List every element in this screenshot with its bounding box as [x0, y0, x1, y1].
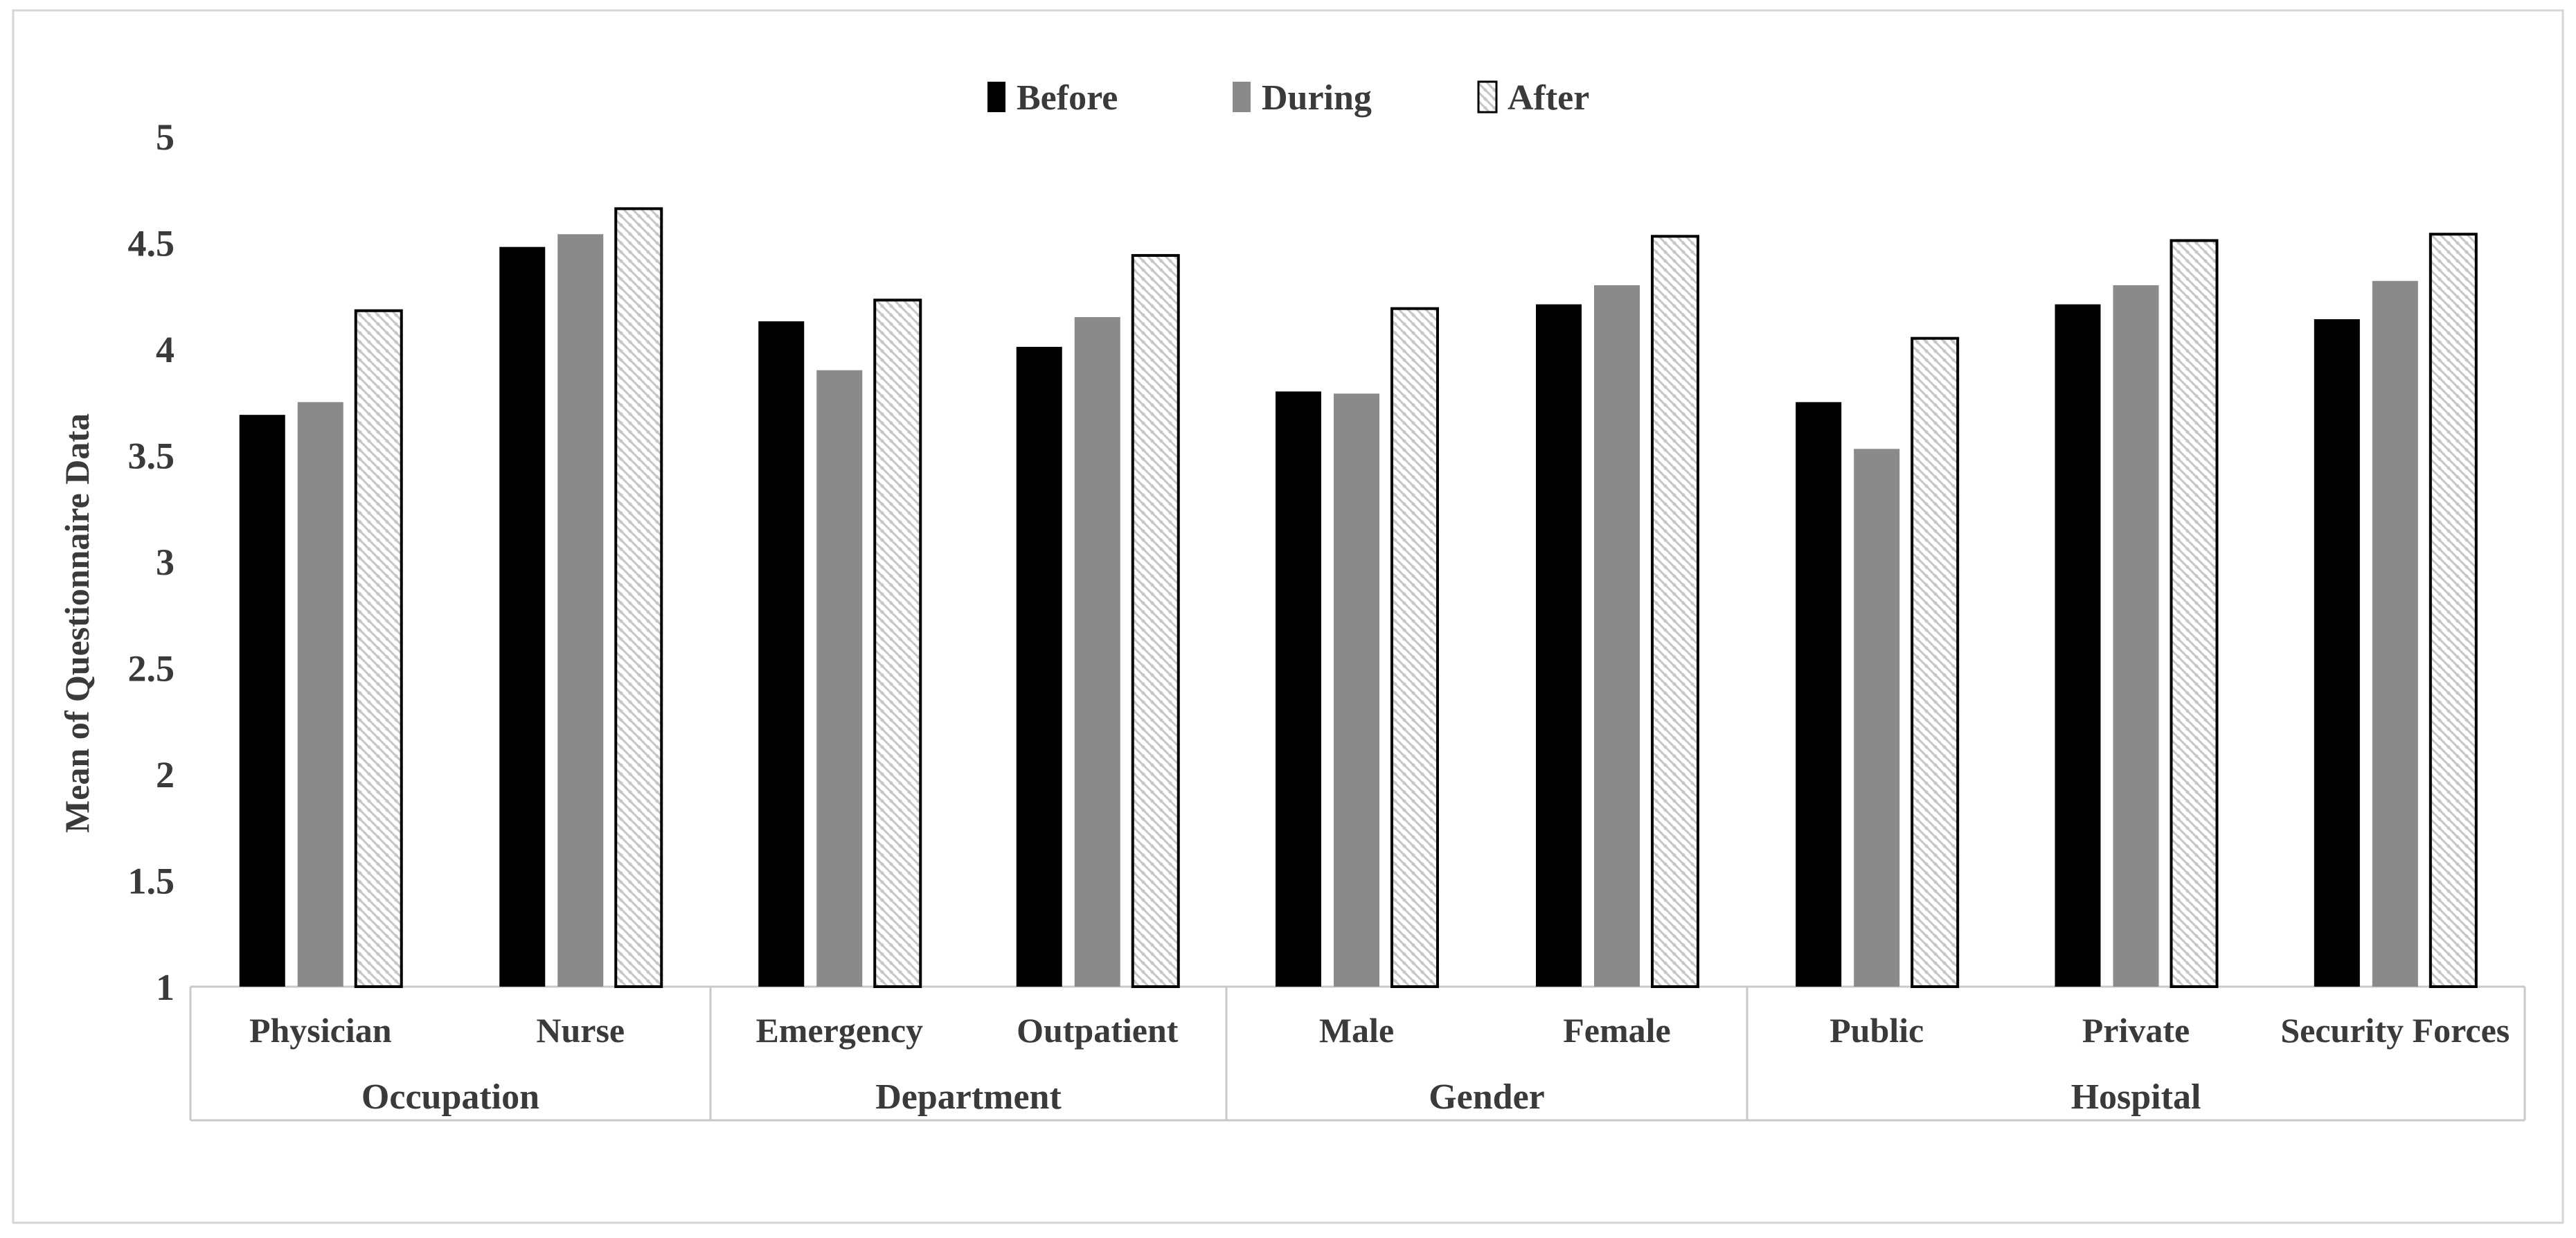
group-label-department: Department	[875, 1077, 1062, 1117]
bar-during-public	[1854, 449, 1900, 987]
category-label-emergency: Emergency	[755, 1011, 923, 1050]
category-label-nurse: Nurse	[536, 1011, 625, 1050]
y-axis-title: Mean of Questionnaire Data	[57, 413, 96, 833]
bar-during-female	[1594, 285, 1640, 987]
bar-during-security-forces	[2372, 280, 2418, 987]
panel-border	[12, 9, 2564, 1224]
bar-during-male	[1334, 393, 1379, 987]
y-tick-label-3: 3	[156, 541, 175, 583]
bar-before-female	[1536, 304, 1582, 987]
bar-during-outpatient	[1074, 316, 1120, 987]
legend-label-after: After	[1508, 78, 1589, 118]
legend-label-before: Before	[1017, 78, 1118, 118]
category-label-security-forces: Security Forces	[2280, 1011, 2510, 1050]
y-tick-label-1: 1	[156, 967, 175, 1008]
category-label-female: Female	[1563, 1011, 1670, 1050]
bar-before-security-forces	[2314, 319, 2360, 987]
bar-after-nurse	[614, 207, 663, 988]
chart-body: 5 4.5 4 3.5 3 2.5 2 1.5 1 Occupation Physician Nurs…	[128, 78, 2526, 1122]
bar-during-physician	[297, 402, 343, 987]
bar-before-emergency	[758, 321, 805, 987]
y-tick-label-3.5: 3.5	[128, 436, 175, 477]
bar-during-emergency	[816, 370, 863, 987]
bar-after-public	[1911, 337, 1960, 988]
category-label-private: Private	[2082, 1011, 2190, 1050]
bar-before-physician	[239, 415, 285, 987]
category-label-outpatient: Outpatient	[1017, 1011, 1179, 1050]
legend-swatch-during	[1233, 82, 1251, 112]
y-tick-label-4.5: 4.5	[128, 223, 175, 264]
bar-before-public	[1796, 402, 1842, 987]
y-tick-label-2: 2	[156, 754, 175, 796]
category-label-public: Public	[1830, 1011, 1924, 1050]
legend-swatch-after	[1477, 80, 1498, 114]
bar-during-nurse	[557, 234, 604, 987]
bar-before-nurse	[499, 246, 546, 987]
bar-after-female	[1651, 235, 1699, 988]
y-tick-label-1.5: 1.5	[128, 861, 175, 902]
y-tick-label-4: 4	[156, 329, 175, 370]
legend-swatch-before	[987, 82, 1005, 112]
category-label-male: Male	[1319, 1011, 1394, 1050]
bar-after-security-forces	[2429, 233, 2478, 989]
bar-before-male	[1276, 391, 1321, 987]
bar-after-private	[2170, 239, 2219, 988]
bar-during-private	[2113, 285, 2159, 987]
category-label-physician: Physician	[249, 1011, 392, 1050]
y-tick-label-5: 5	[156, 116, 175, 158]
bar-before-outpatient	[1016, 346, 1062, 987]
group-label-gender: Gender	[1429, 1077, 1545, 1117]
bar-after-physician	[354, 309, 403, 988]
bar-after-male	[1390, 307, 1439, 989]
group-label-occupation: Occupation	[361, 1077, 539, 1117]
bar-before-private	[2055, 304, 2101, 987]
group-label-hospital: Hospital	[2071, 1077, 2201, 1117]
bar-after-emergency	[873, 298, 922, 988]
legend-label-during: During	[1262, 78, 1372, 118]
bar-after-outpatient	[1131, 253, 1180, 988]
y-tick-label-2.5: 2.5	[128, 648, 175, 690]
